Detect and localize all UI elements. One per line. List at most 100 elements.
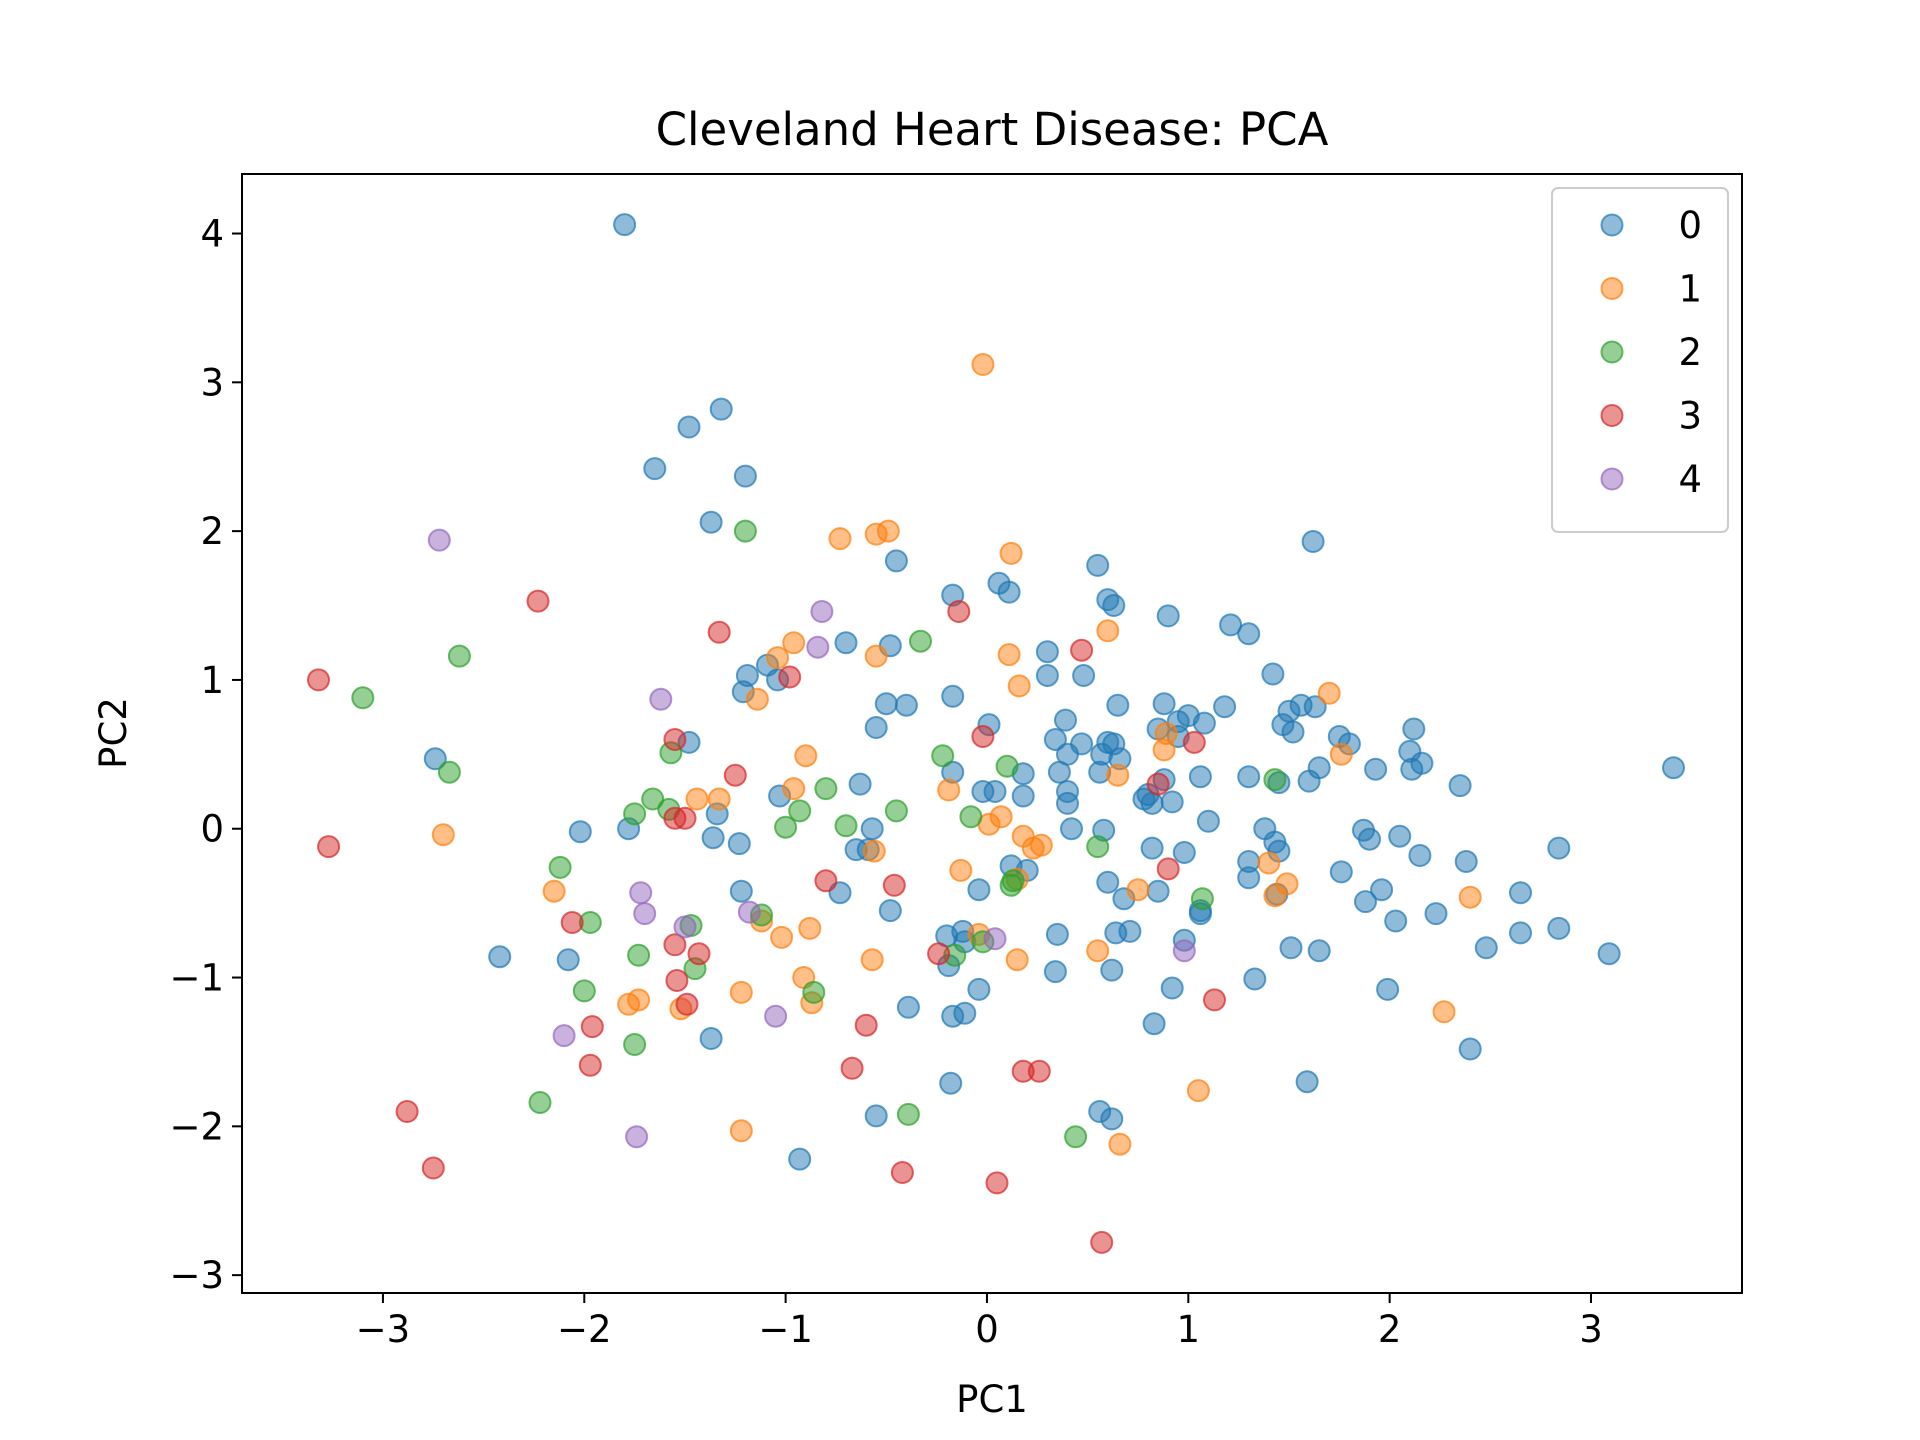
data-point-class-2 [1190,887,1214,911]
data-point-class-0 [1281,720,1305,744]
data-point-class-0 [1160,976,1184,1000]
data-point-class-1 [1458,885,1482,909]
data-point-class-0 [1354,890,1377,914]
data-point-class-3 [854,1013,878,1037]
data-point-class-1 [729,980,753,1004]
data-point-class-1 [828,527,852,551]
data-point-class-1 [745,687,769,711]
data-point-class-3 [927,942,951,966]
data-point-class-2 [447,644,471,668]
data-point-class-1 [1126,878,1150,902]
data-point-class-1 [876,519,900,543]
legend-label-3: 3 [1678,395,1702,438]
y-tick-label: 2 [200,510,224,553]
data-point-class-1 [770,925,794,949]
data-point-class-0 [971,780,995,803]
data-point-class-3 [1027,1059,1051,1083]
data-point-class-0 [1364,757,1388,781]
data-point-class-1 [1317,681,1341,705]
data-point-class-3 [890,1161,914,1184]
data-point-class-4 [764,1004,788,1028]
data-point-class-2 [959,805,983,829]
data-point-class-0 [1474,936,1498,960]
x-axis-label: PC1 [956,1378,1028,1421]
ticks-layer: −3 −2 −1 0 1 2 3 −3 −2 −1 0 1 2 3 4 [169,213,1602,1351]
data-point-class-0 [1509,881,1532,905]
data-point-class-3 [580,1015,604,1039]
data-point-class-0 [568,820,592,844]
data-point-class-3 [307,668,330,692]
data-point-class-1 [729,1119,753,1143]
data-point-class-0 [967,977,991,1001]
data-point-class-0 [1188,765,1212,789]
data-point-class-3 [985,1171,1009,1195]
data-point-class-0 [1509,921,1532,945]
data-point-class-0 [1152,692,1176,716]
data-point-class-2 [909,629,932,653]
data-point-class-3 [707,620,731,644]
data-point-class-0 [941,684,965,708]
data-point-class-1 [1106,763,1130,787]
y-tick-label: 1 [200,659,224,702]
data-point-class-2 [788,799,812,823]
data-point-class-0 [1597,942,1621,966]
y-tick-label: −2 [169,1105,224,1148]
data-point-class-3 [675,992,699,1016]
data-point-class-4 [427,528,451,552]
chart-title: Cleveland Heart Disease: PCA [656,103,1329,156]
data-point-class-0 [1547,916,1571,940]
data-point-class-4 [1172,939,1196,963]
data-point-class-0 [884,549,908,573]
data-point-class-0 [1458,1037,1482,1061]
data-point-class-0 [1072,664,1096,687]
data-point-class-0 [1454,850,1478,873]
x-tick-label: −2 [557,1308,612,1351]
y-tick-label: −1 [169,957,224,1000]
data-point-class-1 [1029,833,1053,857]
data-point-class-0 [1054,708,1077,732]
data-point-class-0 [1279,936,1303,960]
data-point-class-3 [840,1056,864,1080]
data-point-class-1 [864,644,888,668]
data-point-class-3 [663,933,687,957]
data-point-class-3 [1146,772,1170,796]
data-point-class-2 [1263,768,1287,792]
data-point-class-3 [665,969,689,992]
data-point-class-0 [1102,594,1126,617]
data-point-class-0 [1156,604,1180,628]
data-point-class-0 [1086,553,1110,577]
data-point-class-0 [834,631,858,655]
x-tick-label: 3 [1579,1308,1603,1351]
data-point-class-0 [1358,827,1381,851]
data-point-class-0 [1172,841,1196,864]
data-point-class-1 [1154,722,1178,745]
data-point-class-3 [723,763,747,787]
data-point-class-3 [778,665,802,689]
data-point-class-1 [1005,948,1029,972]
data-point-class-1 [1432,1000,1456,1024]
data-point-class-2 [995,754,1019,778]
data-point-class-0 [1237,765,1261,789]
data-point-class-4 [625,1125,649,1149]
data-point-class-1 [937,778,961,802]
data-point-class-0 [1408,844,1432,867]
data-point-class-0 [1146,879,1170,903]
data-point-class-0 [699,1027,723,1050]
data-point-class-0 [1070,732,1094,756]
data-point-class-0 [896,995,920,1019]
data-point-class-0 [1237,866,1261,890]
data-point-class-3 [947,600,971,623]
data-point-class-4 [983,927,1007,951]
data-point-class-2 [623,1033,647,1056]
data-point-class-2 [884,799,908,823]
data-point-class-3 [1156,857,1180,881]
data-point-class-0 [701,826,725,850]
data-point-class-3 [663,728,687,751]
data-point-class-0 [556,948,580,972]
data-point-class-0 [699,510,723,534]
data-point-class-0 [1662,756,1685,780]
y-tick-label: 3 [200,361,224,404]
data-point-class-0 [848,772,872,796]
x-tick-label: −3 [356,1308,411,1351]
data-point-class-0 [788,1147,812,1171]
